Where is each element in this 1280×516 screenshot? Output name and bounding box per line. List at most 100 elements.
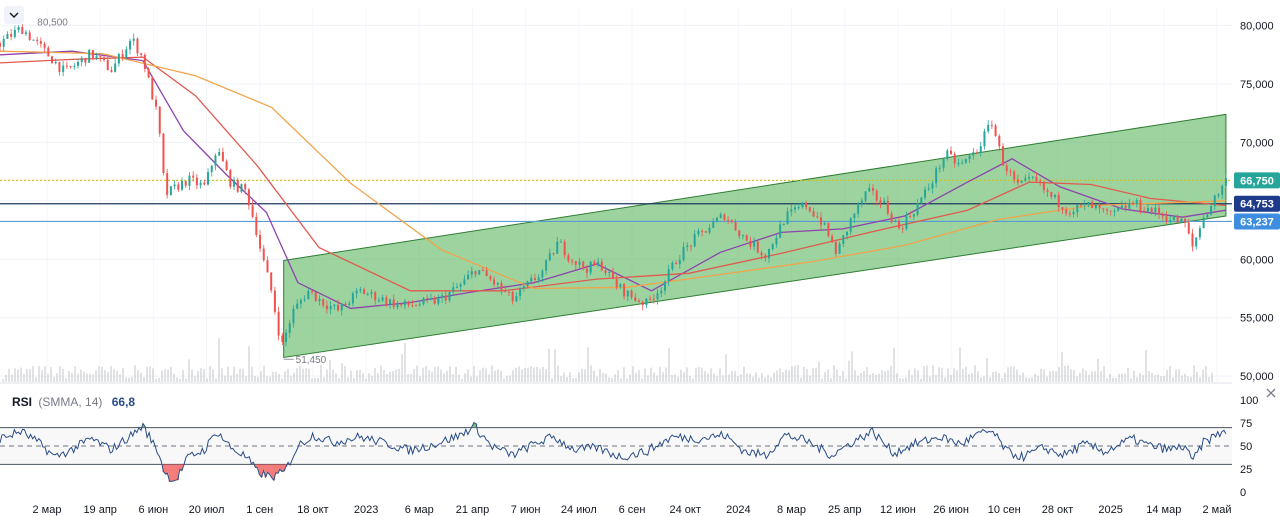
candle[interactable] [255,212,258,238]
candle[interactable] [537,274,540,284]
candle[interactable] [65,61,68,70]
candle[interactable] [756,240,759,254]
candle[interactable] [84,57,87,67]
candle[interactable] [990,120,993,130]
candle[interactable] [530,274,533,283]
candle[interactable] [894,219,897,223]
candle[interactable] [455,282,458,289]
candle[interactable] [857,202,860,218]
candle[interactable] [32,39,35,41]
candle[interactable] [556,236,559,254]
candle[interactable] [1143,206,1146,214]
candle[interactable] [745,234,748,242]
candle[interactable] [181,177,184,192]
candle[interactable] [1042,180,1045,194]
candle[interactable] [192,171,195,182]
price-badge[interactable]: 64,753 [1234,195,1280,212]
candle[interactable] [987,119,990,134]
candle[interactable] [1117,207,1120,212]
trend-channel-fill[interactable] [283,113,1227,359]
candle[interactable] [652,293,655,304]
candle[interactable] [1039,178,1042,187]
candle[interactable] [660,286,663,298]
candle[interactable] [1191,228,1194,252]
candle[interactable] [1206,214,1209,220]
candle[interactable] [43,41,46,53]
candle[interactable] [1065,206,1068,217]
candle[interactable] [801,201,804,209]
candle[interactable] [675,260,678,265]
candle[interactable] [385,295,388,308]
candle[interactable] [136,37,139,56]
moving-average-line[interactable] [0,56,1226,292]
candle[interactable] [552,252,555,256]
candle[interactable] [853,212,856,223]
candle[interactable] [337,299,340,312]
candle[interactable] [329,301,332,315]
candle[interactable] [366,292,369,297]
candle[interactable] [689,244,692,252]
candle[interactable] [656,288,659,305]
candle[interactable] [88,48,91,63]
candle[interactable] [162,132,165,176]
candle[interactable] [515,292,518,302]
candle[interactable] [1061,206,1064,215]
candle[interactable] [21,24,24,35]
candle[interactable] [645,298,648,309]
candle[interactable] [764,253,767,262]
candle[interactable] [1091,199,1094,209]
candle[interactable] [1202,213,1205,229]
candle[interactable] [1139,197,1142,214]
candle[interactable] [281,332,284,346]
candle[interactable] [110,66,113,73]
candle[interactable] [348,300,351,309]
candle[interactable] [1217,192,1220,199]
candle[interactable] [314,291,317,302]
candle[interactable] [615,275,618,290]
candle[interactable] [950,146,953,156]
candle[interactable] [1146,203,1149,213]
candle[interactable] [1184,215,1187,228]
candle[interactable] [727,216,730,225]
candle[interactable] [374,290,377,305]
candle[interactable] [478,270,481,276]
candle[interactable] [968,154,971,163]
candle[interactable] [1124,202,1127,212]
candle[interactable] [6,31,9,39]
candle[interactable] [1050,191,1053,200]
candle[interactable] [1068,210,1071,217]
candle[interactable] [203,179,206,186]
candle[interactable] [299,298,302,309]
candle[interactable] [54,58,57,65]
candle[interactable] [641,300,644,311]
candle[interactable] [444,291,447,304]
candle[interactable] [307,288,310,300]
candle[interactable] [240,183,243,194]
candle[interactable] [589,260,592,276]
candle[interactable] [504,285,507,293]
candle[interactable] [296,299,299,310]
candle[interactable] [1195,237,1198,250]
candle[interactable] [1009,168,1012,177]
candle[interactable] [686,242,689,252]
candle[interactable] [823,221,826,226]
candle[interactable] [957,158,960,167]
candle[interactable] [611,267,614,280]
candle[interactable] [303,295,306,302]
candle[interactable] [701,229,704,237]
candle[interactable] [805,200,808,210]
candle[interactable] [95,52,98,61]
candle[interactable] [808,206,811,213]
candle[interactable] [723,213,726,222]
candle[interactable] [704,231,707,233]
candle[interactable] [715,216,718,223]
candle[interactable] [1135,198,1138,208]
candle[interactable] [244,182,247,195]
candle[interactable] [236,177,239,193]
candle[interactable] [1046,187,1049,197]
candle[interactable] [834,240,837,257]
candle[interactable] [953,151,956,168]
candle[interactable] [10,29,13,41]
candle[interactable] [961,159,964,165]
candle[interactable] [91,49,94,61]
